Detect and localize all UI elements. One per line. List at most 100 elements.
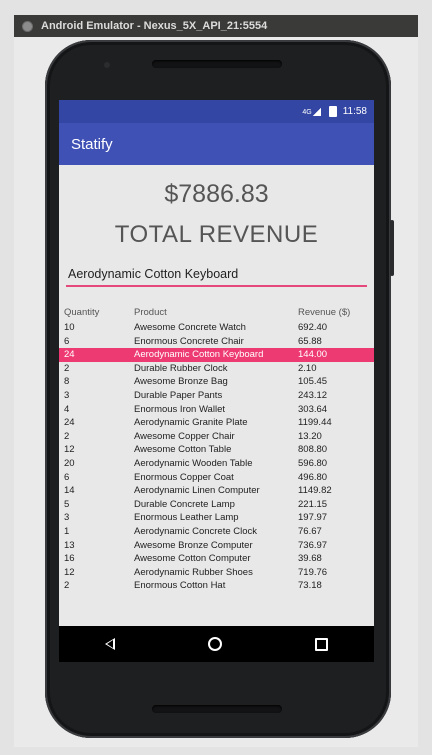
- row-product: Aerodynamic Concrete Clock: [134, 525, 258, 537]
- row-product: Enormous Leather Lamp: [134, 512, 239, 524]
- row-revenue: 808.80: [298, 444, 328, 456]
- row-product: Awesome Bronze Bag: [134, 376, 228, 388]
- row-revenue: 144.00: [298, 348, 374, 362]
- battery-icon: [328, 106, 337, 117]
- row-revenue: 243.12: [298, 389, 328, 401]
- row-quantity: 20: [64, 457, 75, 469]
- table-row[interactable]: 1 Aerodynamic Concrete Clock 76.67: [59, 525, 374, 539]
- row-quantity: 5: [64, 498, 70, 510]
- recent-apps-icon[interactable]: [314, 637, 328, 651]
- row-quantity: 12: [64, 566, 75, 578]
- row-quantity: 10: [64, 322, 75, 333]
- table-row[interactable]: 14 Aerodynamic Linen Computer 1149.82: [59, 484, 374, 498]
- table-row[interactable]: 5 Durable Concrete Lamp 221.15: [59, 498, 374, 512]
- table-row[interactable]: 16 Awesome Cotton Computer 39.68: [59, 552, 374, 566]
- table-row[interactable]: 24 Aerodynamic Cotton Keyboard 144.00: [59, 348, 374, 362]
- home-icon[interactable]: [207, 637, 222, 651]
- table-row[interactable]: 12 Aerodynamic Rubber Shoes 719.76: [59, 566, 374, 580]
- row-revenue: 736.97: [298, 539, 328, 551]
- app-title: Statify: [71, 135, 113, 153]
- header-revenue: Revenue ($): [298, 306, 351, 318]
- row-revenue: 197.97: [298, 512, 328, 524]
- row-product: Aerodynamic Cotton Keyboard: [134, 348, 298, 362]
- row-product: Enormous Iron Wallet: [134, 403, 225, 415]
- row-revenue: 13.20: [298, 430, 322, 442]
- device-screen: 4G 11:58 Statify $7886.83 TOTAL REVENUE …: [59, 100, 374, 662]
- window-title: Android Emulator - Nexus_5X_API_21:5554: [41, 20, 268, 32]
- sales-table: Quantity Product Revenue ($) 10 Awesome C…: [59, 303, 374, 593]
- row-quantity: 12: [64, 444, 75, 456]
- header-quantity: Quantity: [64, 306, 100, 318]
- top-speaker: [152, 60, 282, 68]
- table-row[interactable]: 10 Awesome Concrete Watch 692.40: [59, 321, 374, 335]
- table-header-row: Quantity Product Revenue ($): [59, 303, 374, 321]
- row-quantity: 6: [64, 471, 70, 483]
- row-revenue: 719.76: [298, 566, 328, 578]
- row-revenue: 2.10: [298, 362, 317, 374]
- back-icon[interactable]: [105, 638, 116, 650]
- status-time: 11:58: [342, 106, 367, 117]
- row-product: Enormous Copper Coat: [134, 471, 234, 483]
- row-product: Awesome Cotton Table: [134, 444, 232, 456]
- row-quantity: 24: [64, 417, 75, 429]
- main-content: $7886.83 TOTAL REVENUE Aerodynamic Cotto…: [59, 165, 374, 627]
- table-row[interactable]: 3 Durable Paper Pants 243.12: [59, 389, 374, 403]
- header-product: Product: [134, 306, 167, 318]
- camera-icon: [104, 62, 110, 68]
- total-revenue-label: TOTAL REVENUE: [114, 221, 319, 248]
- row-product: Aerodynamic Rubber Shoes: [134, 566, 253, 578]
- row-product: Awesome Concrete Watch: [134, 322, 246, 333]
- table-row[interactable]: 2 Durable Rubber Clock 2.10: [59, 362, 374, 376]
- table-row[interactable]: 8 Awesome Bronze Bag 105.45: [59, 375, 374, 389]
- row-quantity: 6: [64, 335, 70, 347]
- table-row[interactable]: 3 Enormous Leather Lamp 197.97: [59, 511, 374, 525]
- row-revenue: 105.45: [298, 376, 328, 388]
- product-search-input[interactable]: Aerodynamic Cotton Keyboard: [66, 265, 367, 287]
- navigation-bar: [59, 626, 374, 662]
- row-revenue: 39.68: [298, 553, 322, 565]
- row-revenue: 65.88: [298, 335, 322, 347]
- row-product: Awesome Cotton Computer: [134, 553, 251, 565]
- window-close-icon[interactable]: [22, 20, 33, 32]
- row-product: Aerodynamic Linen Computer: [134, 485, 260, 497]
- row-quantity: 4: [64, 403, 70, 415]
- table-row[interactable]: 6 Enormous Concrete Chair 65.88: [59, 335, 374, 349]
- table-row[interactable]: 2 Awesome Copper Chair 13.20: [59, 430, 374, 444]
- app-bar: Statify: [59, 123, 374, 165]
- row-product: Aerodynamic Granite Plate: [134, 417, 248, 429]
- side-button[interactable]: [390, 220, 394, 276]
- row-revenue: 303.64: [298, 403, 328, 415]
- row-revenue: 692.40: [298, 322, 328, 333]
- row-revenue: 73.18: [298, 580, 322, 592]
- row-product: Enormous Concrete Chair: [134, 335, 244, 347]
- row-product: Aerodynamic Wooden Table: [134, 457, 253, 469]
- row-product: Enormous Cotton Hat: [134, 580, 226, 592]
- status-bar: 4G 11:58: [59, 100, 374, 123]
- row-product: Durable Paper Pants: [134, 389, 223, 401]
- signal-icon: 4G: [302, 107, 322, 116]
- row-quantity: 3: [64, 512, 70, 524]
- row-product: Durable Rubber Clock: [134, 362, 228, 374]
- row-revenue: 596.80: [298, 457, 328, 469]
- emulator-title-bar: Android Emulator - Nexus_5X_API_21:5554: [14, 15, 418, 37]
- row-quantity: 2: [64, 580, 70, 592]
- table-row[interactable]: 24 Aerodynamic Granite Plate 1199.44: [59, 416, 374, 430]
- row-product: Durable Concrete Lamp: [134, 498, 235, 510]
- row-quantity: 1: [64, 525, 70, 537]
- table-row[interactable]: 13 Awesome Bronze Computer 736.97: [59, 539, 374, 553]
- table-row[interactable]: 2 Enormous Cotton Hat 73.18: [59, 579, 374, 593]
- table-row[interactable]: 20 Aerodynamic Wooden Table 596.80: [59, 457, 374, 471]
- table-row[interactable]: 6 Enormous Copper Coat 496.80: [59, 471, 374, 485]
- row-revenue: 221.15: [298, 498, 328, 510]
- row-revenue: 1199.44: [298, 417, 332, 429]
- row-revenue: 496.80: [298, 471, 328, 483]
- row-quantity: 24: [59, 348, 134, 362]
- table-row[interactable]: 4 Enormous Iron Wallet 303.64: [59, 403, 374, 417]
- row-quantity: 16: [64, 553, 75, 565]
- row-revenue: 76.67: [298, 525, 322, 537]
- total-revenue-amount: $7886.83: [164, 180, 269, 208]
- row-quantity: 2: [64, 430, 70, 442]
- row-quantity: 3: [64, 389, 70, 401]
- table-row[interactable]: 12 Awesome Cotton Table 808.80: [59, 443, 374, 457]
- row-product: Awesome Copper Chair: [134, 430, 235, 442]
